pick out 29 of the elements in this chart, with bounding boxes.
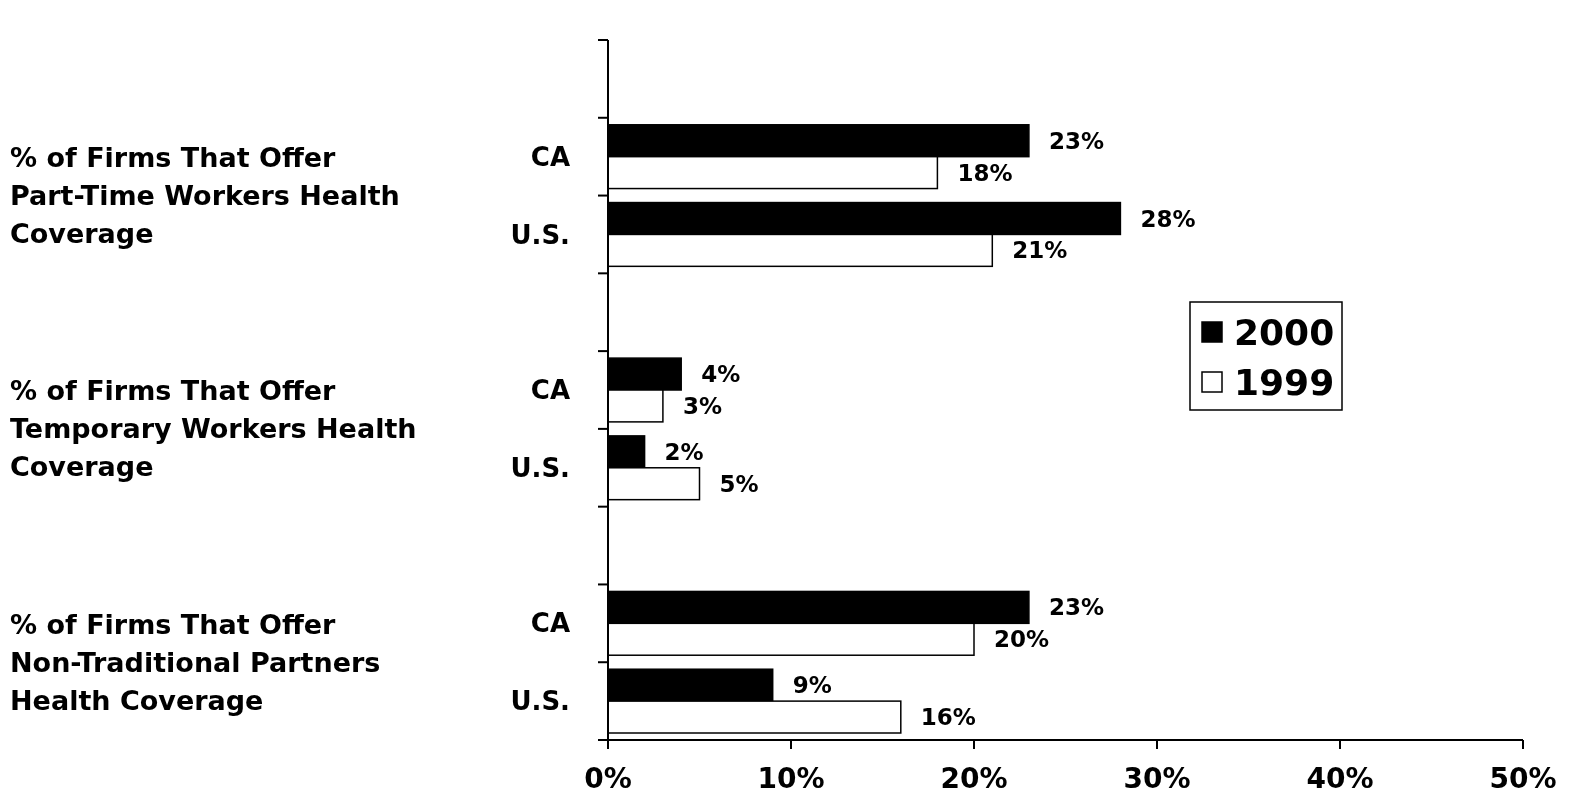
data-label: 28%	[1140, 205, 1196, 232]
text: % of Firms That Offer Non-Traditional Partners Health Coverage	[10, 608, 381, 716]
x-tick-label: 50%	[1489, 762, 1557, 795]
data-label: 5%	[719, 470, 759, 497]
data-label: 9%	[792, 672, 832, 699]
text: % of Firms That Offer Temporary Workers Health Coverage	[10, 375, 417, 483]
data-label: 16%	[920, 704, 976, 731]
y-tick-label: U.S.	[510, 686, 570, 717]
y-tick-label: CA	[530, 141, 570, 172]
text: % of Firms That Offer Part-Time Workers Health Coverage	[10, 142, 400, 250]
x-tick-label: 10%	[757, 762, 825, 795]
data-label: 18%	[957, 159, 1013, 186]
data-label: 3%	[682, 392, 722, 419]
x-tick-label: 30%	[1123, 762, 1191, 795]
y-tick-label: CA	[530, 608, 570, 639]
legend-label: 2000	[1234, 311, 1335, 353]
y-tick-label: U.S.	[510, 219, 570, 250]
x-tick-label: 0%	[584, 762, 632, 795]
legend-label: 1999	[1234, 361, 1335, 403]
data-label: 23%	[1048, 594, 1104, 621]
data-label: 23%	[1048, 127, 1104, 154]
x-tick-label: 40%	[1306, 762, 1374, 795]
data-label: 4%	[701, 361, 741, 388]
data-label: 20%	[994, 626, 1050, 653]
y-tick-label: U.S.	[510, 452, 570, 483]
data-label: 2%	[664, 438, 704, 465]
y-tick-label: CA	[530, 375, 570, 406]
x-tick-label: 20%	[940, 762, 1008, 795]
data-label: 21%	[1012, 237, 1068, 264]
